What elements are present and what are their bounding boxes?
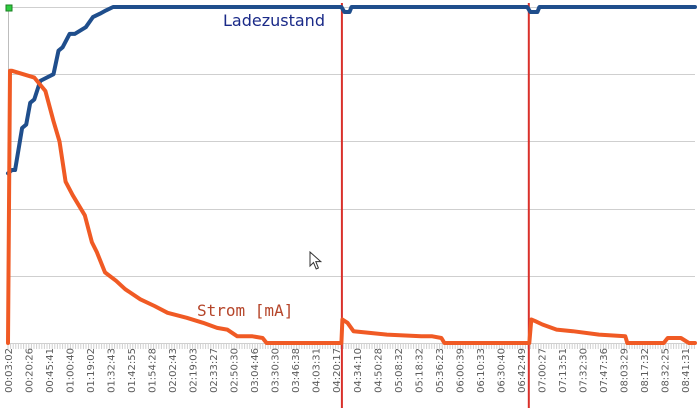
x-tick-label: 02:02:43 bbox=[168, 348, 179, 393]
mouse-pointer-icon bbox=[309, 251, 323, 270]
x-tick-label: 07:13:51 bbox=[558, 348, 569, 393]
x-tick-label: 01:32:43 bbox=[107, 348, 118, 393]
x-tick-label: 06:10:33 bbox=[476, 348, 487, 393]
x-tick-label: 02:33:27 bbox=[209, 348, 220, 393]
x-tick-label: 00:45:41 bbox=[45, 348, 56, 393]
x-tick-label: 03:30:30 bbox=[271, 348, 282, 393]
x-tick-label: 01:19:02 bbox=[86, 348, 97, 393]
x-tick-label: 01:54:28 bbox=[148, 348, 159, 393]
x-tick-label: 04:34:10 bbox=[353, 348, 364, 393]
x-tick-label: 07:47:36 bbox=[599, 348, 610, 393]
corner-handle[interactable] bbox=[5, 4, 13, 12]
x-tick-label: 04:03:31 bbox=[312, 348, 323, 393]
x-tick-label: 02:50:30 bbox=[230, 348, 241, 393]
x-tick-label: 04:50:28 bbox=[373, 348, 384, 393]
x-tick-label: 06:30:40 bbox=[496, 348, 507, 393]
series-lines bbox=[6, 5, 697, 345]
x-tick-label: 08:32:25 bbox=[660, 348, 671, 393]
x-tick-label: 05:36:23 bbox=[435, 348, 446, 393]
x-tick-label: 02:19:03 bbox=[189, 348, 200, 393]
annotation-strom: Strom [mA] bbox=[197, 301, 293, 320]
x-tick-label: 03:46:38 bbox=[291, 348, 302, 393]
event-markers bbox=[340, 3, 530, 408]
x-tick-label: 08:17:32 bbox=[640, 348, 651, 393]
x-tick-label: 01:42:55 bbox=[127, 348, 138, 393]
x-tick-labels: 00:03:02 00:20:26 00:45:41 01:00:40 01:19:02… bbox=[4, 348, 692, 393]
x-tick-label: 01:00:40 bbox=[66, 348, 77, 393]
series-line-ladezustand bbox=[6, 5, 697, 176]
x-tick-label: 07:00:27 bbox=[537, 348, 548, 393]
x-tick-label: 00:03:02 bbox=[4, 348, 15, 393]
x-tick-label: 05:08:32 bbox=[394, 348, 405, 393]
gridlines bbox=[8, 7, 695, 344]
x-tick-label: 04:20:17 bbox=[332, 348, 343, 393]
annotation-ladezustand: Ladezustand bbox=[223, 11, 325, 30]
x-tick-label: 06:00:39 bbox=[455, 348, 466, 393]
x-tick-label: 05:18:32 bbox=[414, 348, 425, 393]
x-tick-label: 07:32:30 bbox=[578, 348, 589, 393]
series-line-strom bbox=[6, 68, 697, 345]
x-tick-label: 03:04:46 bbox=[250, 348, 261, 393]
x-tick-label: 08:41:31 bbox=[681, 348, 692, 393]
x-tick-label: 00:20:26 bbox=[25, 348, 36, 393]
x-tick-label: 08:03:29 bbox=[619, 348, 630, 393]
x-tick-label: 06:42:49 bbox=[517, 348, 528, 393]
